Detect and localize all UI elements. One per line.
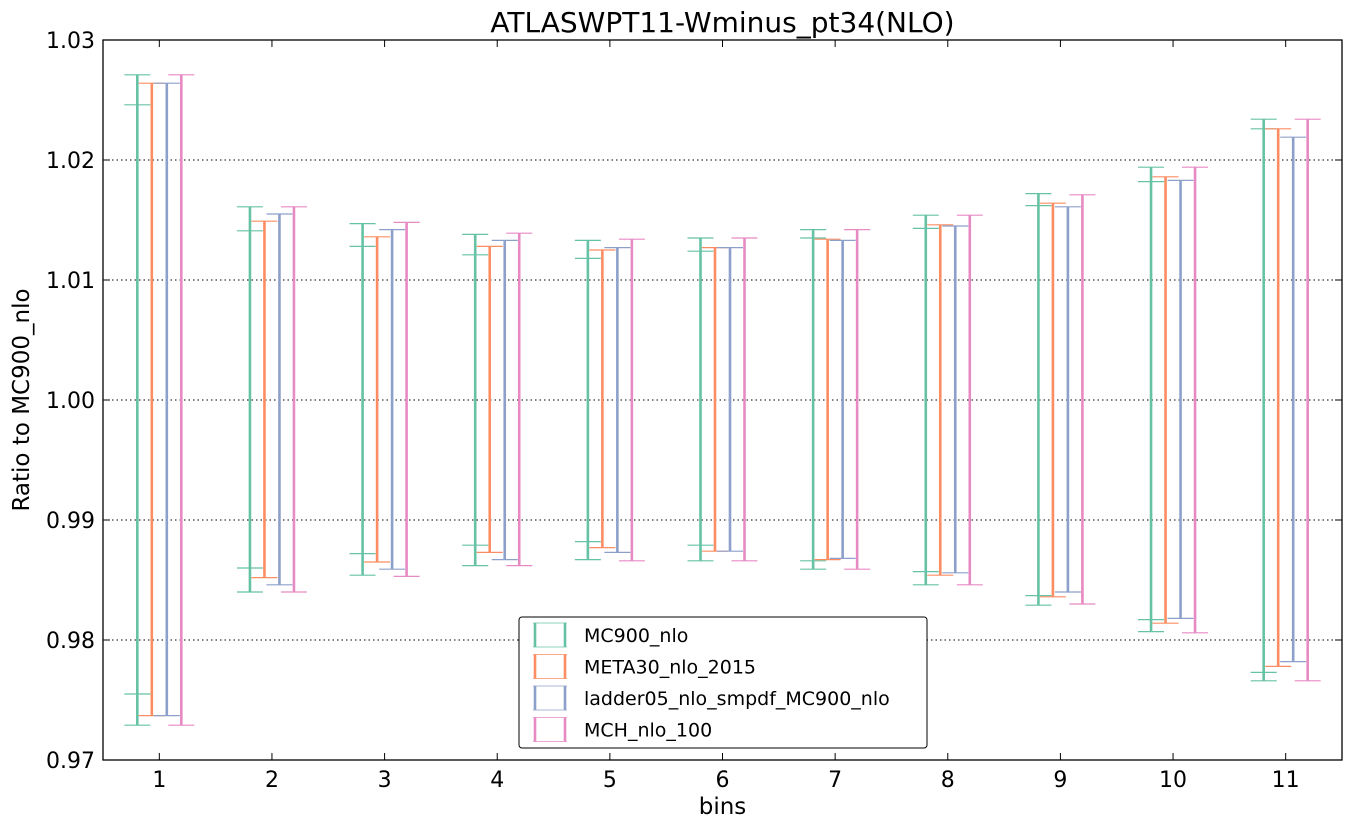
y-tick-label: 1.03 [46, 29, 95, 54]
legend-label: META30_nlo_2015 [584, 657, 756, 679]
y-tick-label: 1.00 [46, 389, 95, 414]
x-tick-label: 6 [716, 768, 730, 793]
legend-box [518, 616, 928, 749]
legend-label: MCH_nlo_100 [584, 720, 712, 742]
x-tick-label: 7 [828, 768, 842, 793]
y-axis-label: Ratio to MC900_nlo [9, 288, 35, 511]
y-tick-label: 0.98 [46, 629, 95, 654]
x-tick-label: 8 [941, 768, 955, 793]
x-axis-label: bins [699, 794, 747, 820]
y-tick-label: 0.99 [46, 509, 95, 534]
y-tick-label: 1.02 [46, 149, 95, 174]
x-tick-label: 3 [378, 768, 392, 793]
x-tick-label: 2 [265, 768, 279, 793]
x-tick-label: 10 [1159, 768, 1187, 793]
x-tick-label: 11 [1272, 768, 1300, 793]
legend-label: ladder05_nlo_smpdf_MC900_nlo [584, 688, 890, 710]
y-tick-label: 1.01 [46, 269, 95, 294]
y-tick-label: 0.97 [46, 749, 95, 774]
axis-ticks: 0.97 0.98 0.99 1.00 1.01 1.02 1.03 1 2 3 4 5 6 7 8 9 10 1… [46, 29, 1342, 793]
series-META30_nlo_2015 [138, 82, 1292, 717]
legend-label: MC900_nlo [584, 625, 688, 647]
x-tick-label: 1 [152, 768, 166, 793]
chart-title: ATLASWPT11-Wminus_pt34(NLO) [490, 6, 954, 39]
error-bars [124, 74, 1321, 726]
series-ladder05_nlo_smpdf_MC900_nlo [153, 82, 1307, 717]
x-tick-label: 5 [603, 768, 617, 793]
legend: MC900_nlo META30_nlo_2015 ladder05_nlo_smp… [518, 616, 928, 749]
x-tick-label: 4 [490, 768, 504, 793]
x-tick-label: 9 [1053, 768, 1067, 793]
series-MC900_nlo [124, 74, 1277, 726]
series-MCH_nlo_100 [168, 74, 1321, 726]
